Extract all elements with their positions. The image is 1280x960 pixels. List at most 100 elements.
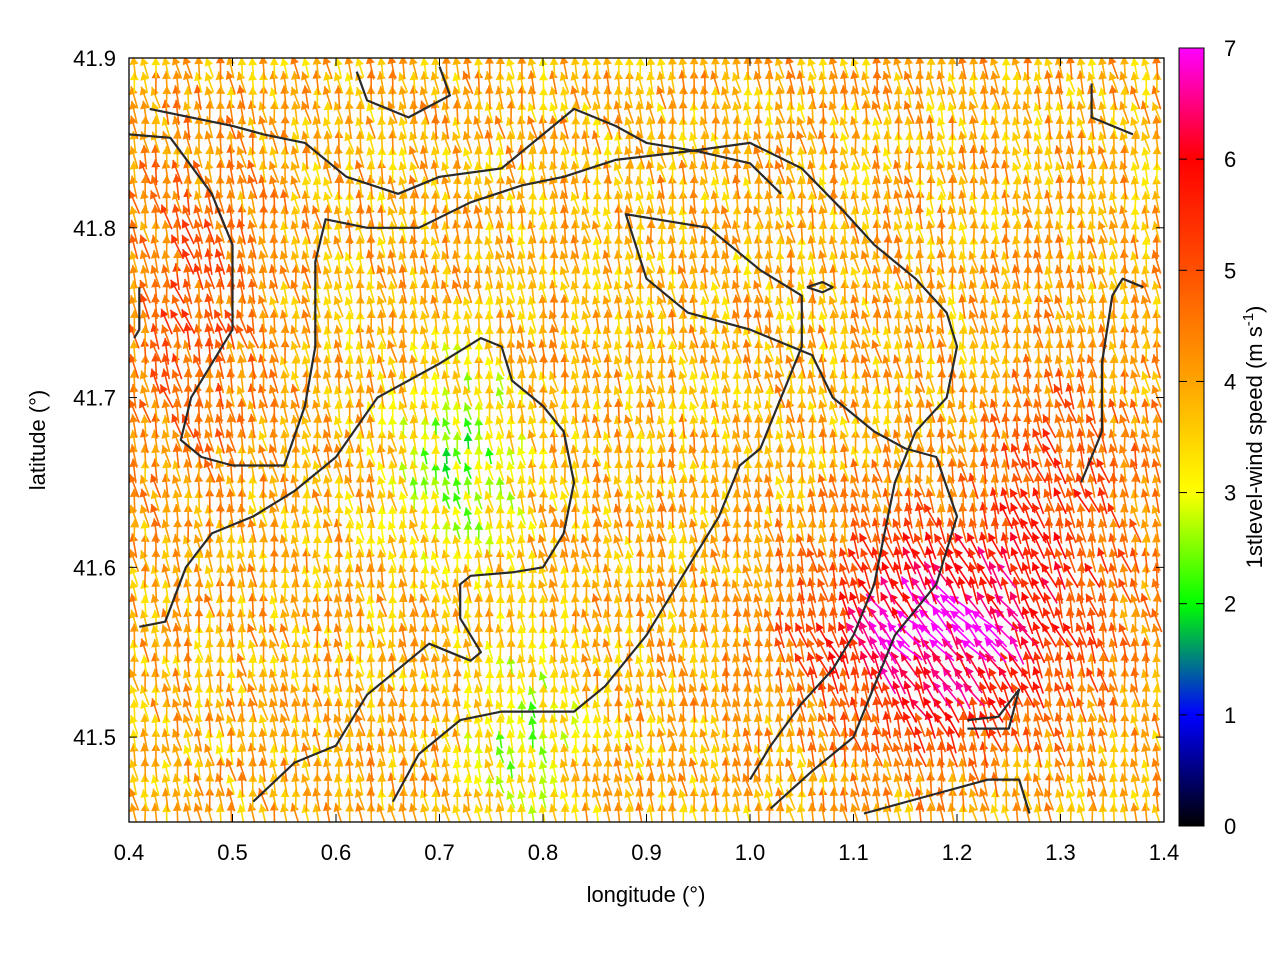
wind-vector-head [441,698,451,707]
wind-vector-head [559,759,569,769]
wind-vector-head [635,744,644,754]
wind-vector-head [743,757,753,766]
wind-vector-head [290,803,299,813]
wind-vector-head [689,745,698,755]
wind-vector-head [495,669,505,679]
wind-vector-head [860,787,870,797]
wind-vector [258,774,268,796]
wind-vector-head [721,578,731,587]
wind-vector-head [366,772,375,782]
wind-vector [635,759,645,780]
wind-vector [657,744,667,766]
wind-vector [420,772,430,797]
wind-vector [549,744,559,766]
wind-vector [226,774,235,795]
wind-vector [183,774,193,795]
wind-vector-head [484,549,494,559]
wind-vector-head [204,729,214,739]
wind-vector [786,773,796,796]
wind-vector-head [829,758,839,768]
wind-vector [247,742,257,767]
wind-vector-head [409,729,418,739]
wind-vector-head [893,773,903,783]
wind-vector-head [140,758,150,767]
wind-vector-head [129,803,138,813]
wind-vector [1141,774,1150,796]
wind-vector-head [290,728,300,738]
wind-vector-head [204,549,214,559]
wind-vector-head [1022,713,1032,722]
wind-vector-head [172,668,182,677]
wind-vector [1086,757,1098,782]
wind-vector-head [183,594,193,603]
wind-vector-head [150,624,160,634]
wind-vector-head [602,773,612,783]
wind-vector [150,788,160,811]
wind-vector-head [215,549,225,558]
wind-vector-head [226,727,236,736]
wind-vector-head [925,758,935,767]
wind-vector [559,773,569,796]
wind-vector-head [463,670,472,680]
wind-vector-head [506,594,516,604]
wind-vector-head [302,668,312,677]
wind-vector [731,757,741,782]
wind-vector-head [774,713,784,723]
wind-vector [591,743,603,766]
wind-vector [892,742,905,767]
wind-vector-head [452,804,461,814]
wind-vector-head [979,788,988,798]
wind-vector-head [344,550,354,560]
wind-vector-head [205,773,215,782]
wind-vector [602,773,613,796]
wind-vector-head [473,775,483,785]
wind-vector-head [667,669,677,678]
wind-vector [581,802,591,822]
wind-vector-head [516,774,526,784]
wind-vector-head [333,565,343,574]
wind-vector-head [355,802,364,812]
wind-vector-head [613,773,623,783]
wind-vector-head [495,639,505,648]
wind-vector-head [237,804,247,814]
wind-vector [1141,802,1151,822]
wind-vector [129,774,139,796]
wind-vector [1065,774,1075,796]
wind-vector [753,788,763,811]
wind-vector-head [506,761,516,770]
wind-vector-head [689,654,699,664]
wind-vector [538,655,548,675]
wind-vector [129,729,139,751]
wind-vector [818,802,828,822]
wind-vector-head [215,684,225,694]
wind-vector-head [215,745,224,755]
wind-vector-head [312,758,322,767]
wind-vector [1152,787,1161,812]
wind-vector [699,758,709,782]
wind-vector-head [344,743,354,753]
wind-vector-head [603,743,613,752]
wind-vector [312,787,322,812]
wind-vector [839,787,849,813]
wind-vector [495,775,505,794]
wind-vector-head [172,744,181,754]
wind-vector [302,668,312,692]
wind-vector-head [398,550,408,559]
wind-vector-head [764,758,774,767]
wind-vector-head [161,774,171,783]
wind-vector [743,787,753,812]
wind-vector-head [742,713,752,723]
wind-vector-head [689,787,699,796]
wind-vector-head [893,758,902,768]
wind-vector [302,787,312,812]
wind-vector-head [624,803,634,813]
wind-vector [635,744,645,766]
wind-vector [668,743,678,767]
wind-vector-head [1141,669,1150,679]
wind-vector-head [216,757,226,766]
wind-vector-head [699,744,709,754]
wind-vector-head [538,775,548,785]
wind-vector-head [376,758,386,768]
wind-vector-head [775,803,785,812]
wind-vector [1012,802,1022,822]
